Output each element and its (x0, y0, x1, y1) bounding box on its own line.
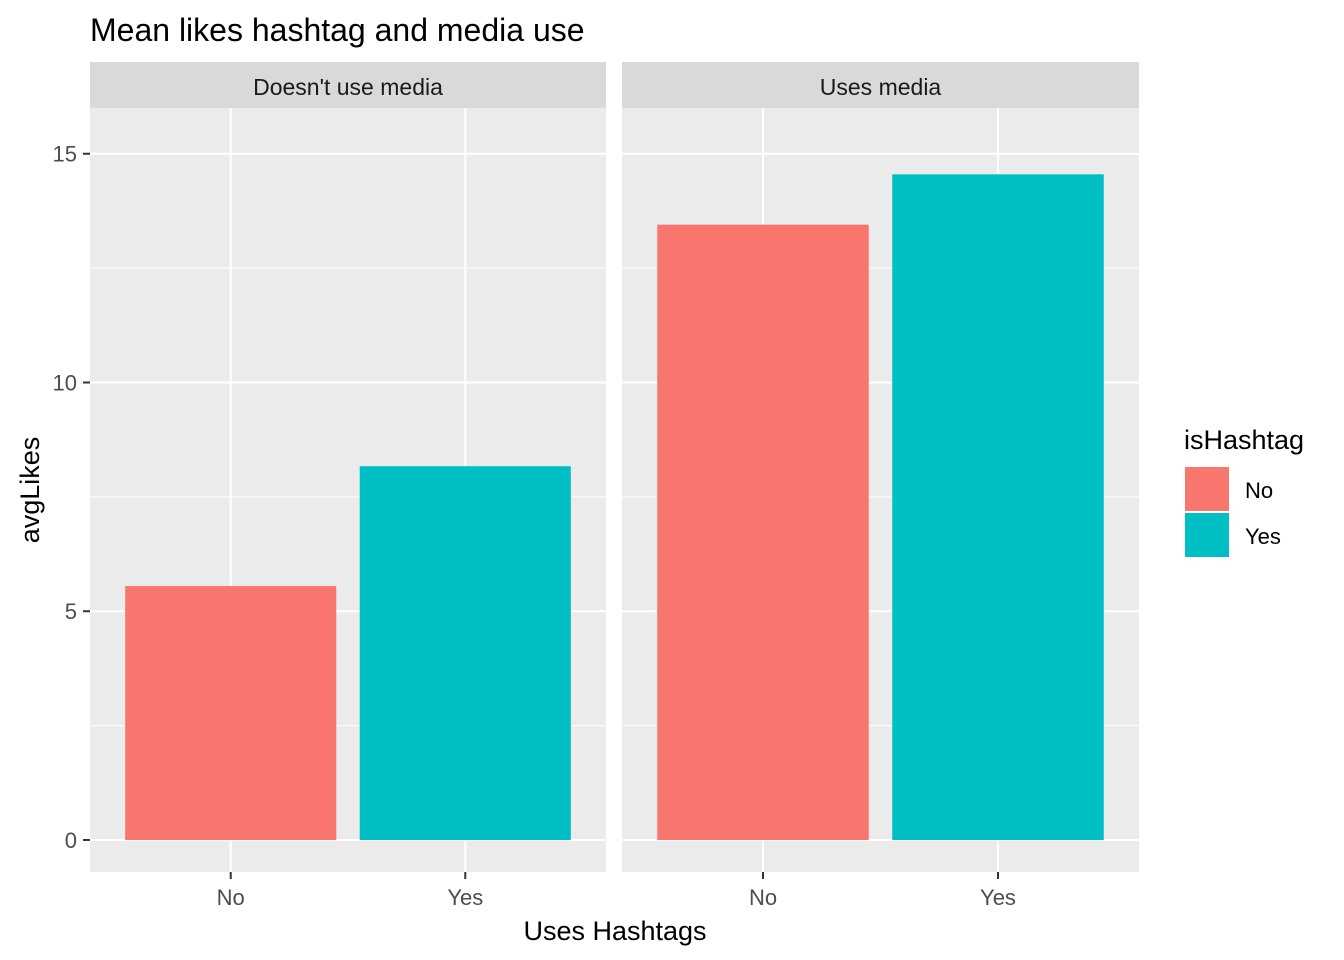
legend-key-yes (1185, 513, 1229, 557)
x-axis-ticks: No Yes (217, 872, 483, 910)
bar-no (657, 224, 869, 840)
x-axis-title: Uses Hashtags (523, 916, 706, 946)
x-tick-label: Yes (447, 885, 483, 910)
legend: isHashtag No Yes (1184, 425, 1304, 557)
legend-label-yes: Yes (1245, 524, 1281, 549)
y-tick-label: 15 (53, 142, 77, 167)
bars (125, 466, 571, 840)
x-tick-label: Yes (980, 885, 1016, 910)
facet-strip-label: Doesn't use media (253, 74, 443, 100)
x-axis-ticks: No Yes (749, 872, 1016, 910)
chart-title: Mean likes hashtag and media use (90, 12, 585, 48)
legend-title: isHashtag (1184, 425, 1304, 455)
y-axis: 0 5 10 15 (53, 142, 90, 853)
bar-yes (892, 174, 1104, 840)
y-tick-label: 5 (65, 599, 77, 624)
x-tick-label: No (217, 885, 245, 910)
y-tick-label: 0 (65, 828, 77, 853)
facet-strip (90, 62, 606, 108)
y-tick-label: 10 (53, 370, 77, 395)
bar-no (125, 586, 337, 840)
legend-key-no (1185, 467, 1229, 511)
facet-strip-label: Uses media (820, 74, 942, 100)
bars (657, 174, 1104, 840)
facet-strip (622, 62, 1139, 108)
facet-doesnt-use-media: Doesn't use media No Yes (90, 62, 606, 910)
facet-uses-media: Uses media No Yes (622, 62, 1139, 910)
x-tick-label: No (749, 885, 777, 910)
y-axis-title: avgLikes (15, 437, 45, 544)
legend-label-no: No (1245, 478, 1273, 503)
bar-yes (359, 466, 571, 840)
